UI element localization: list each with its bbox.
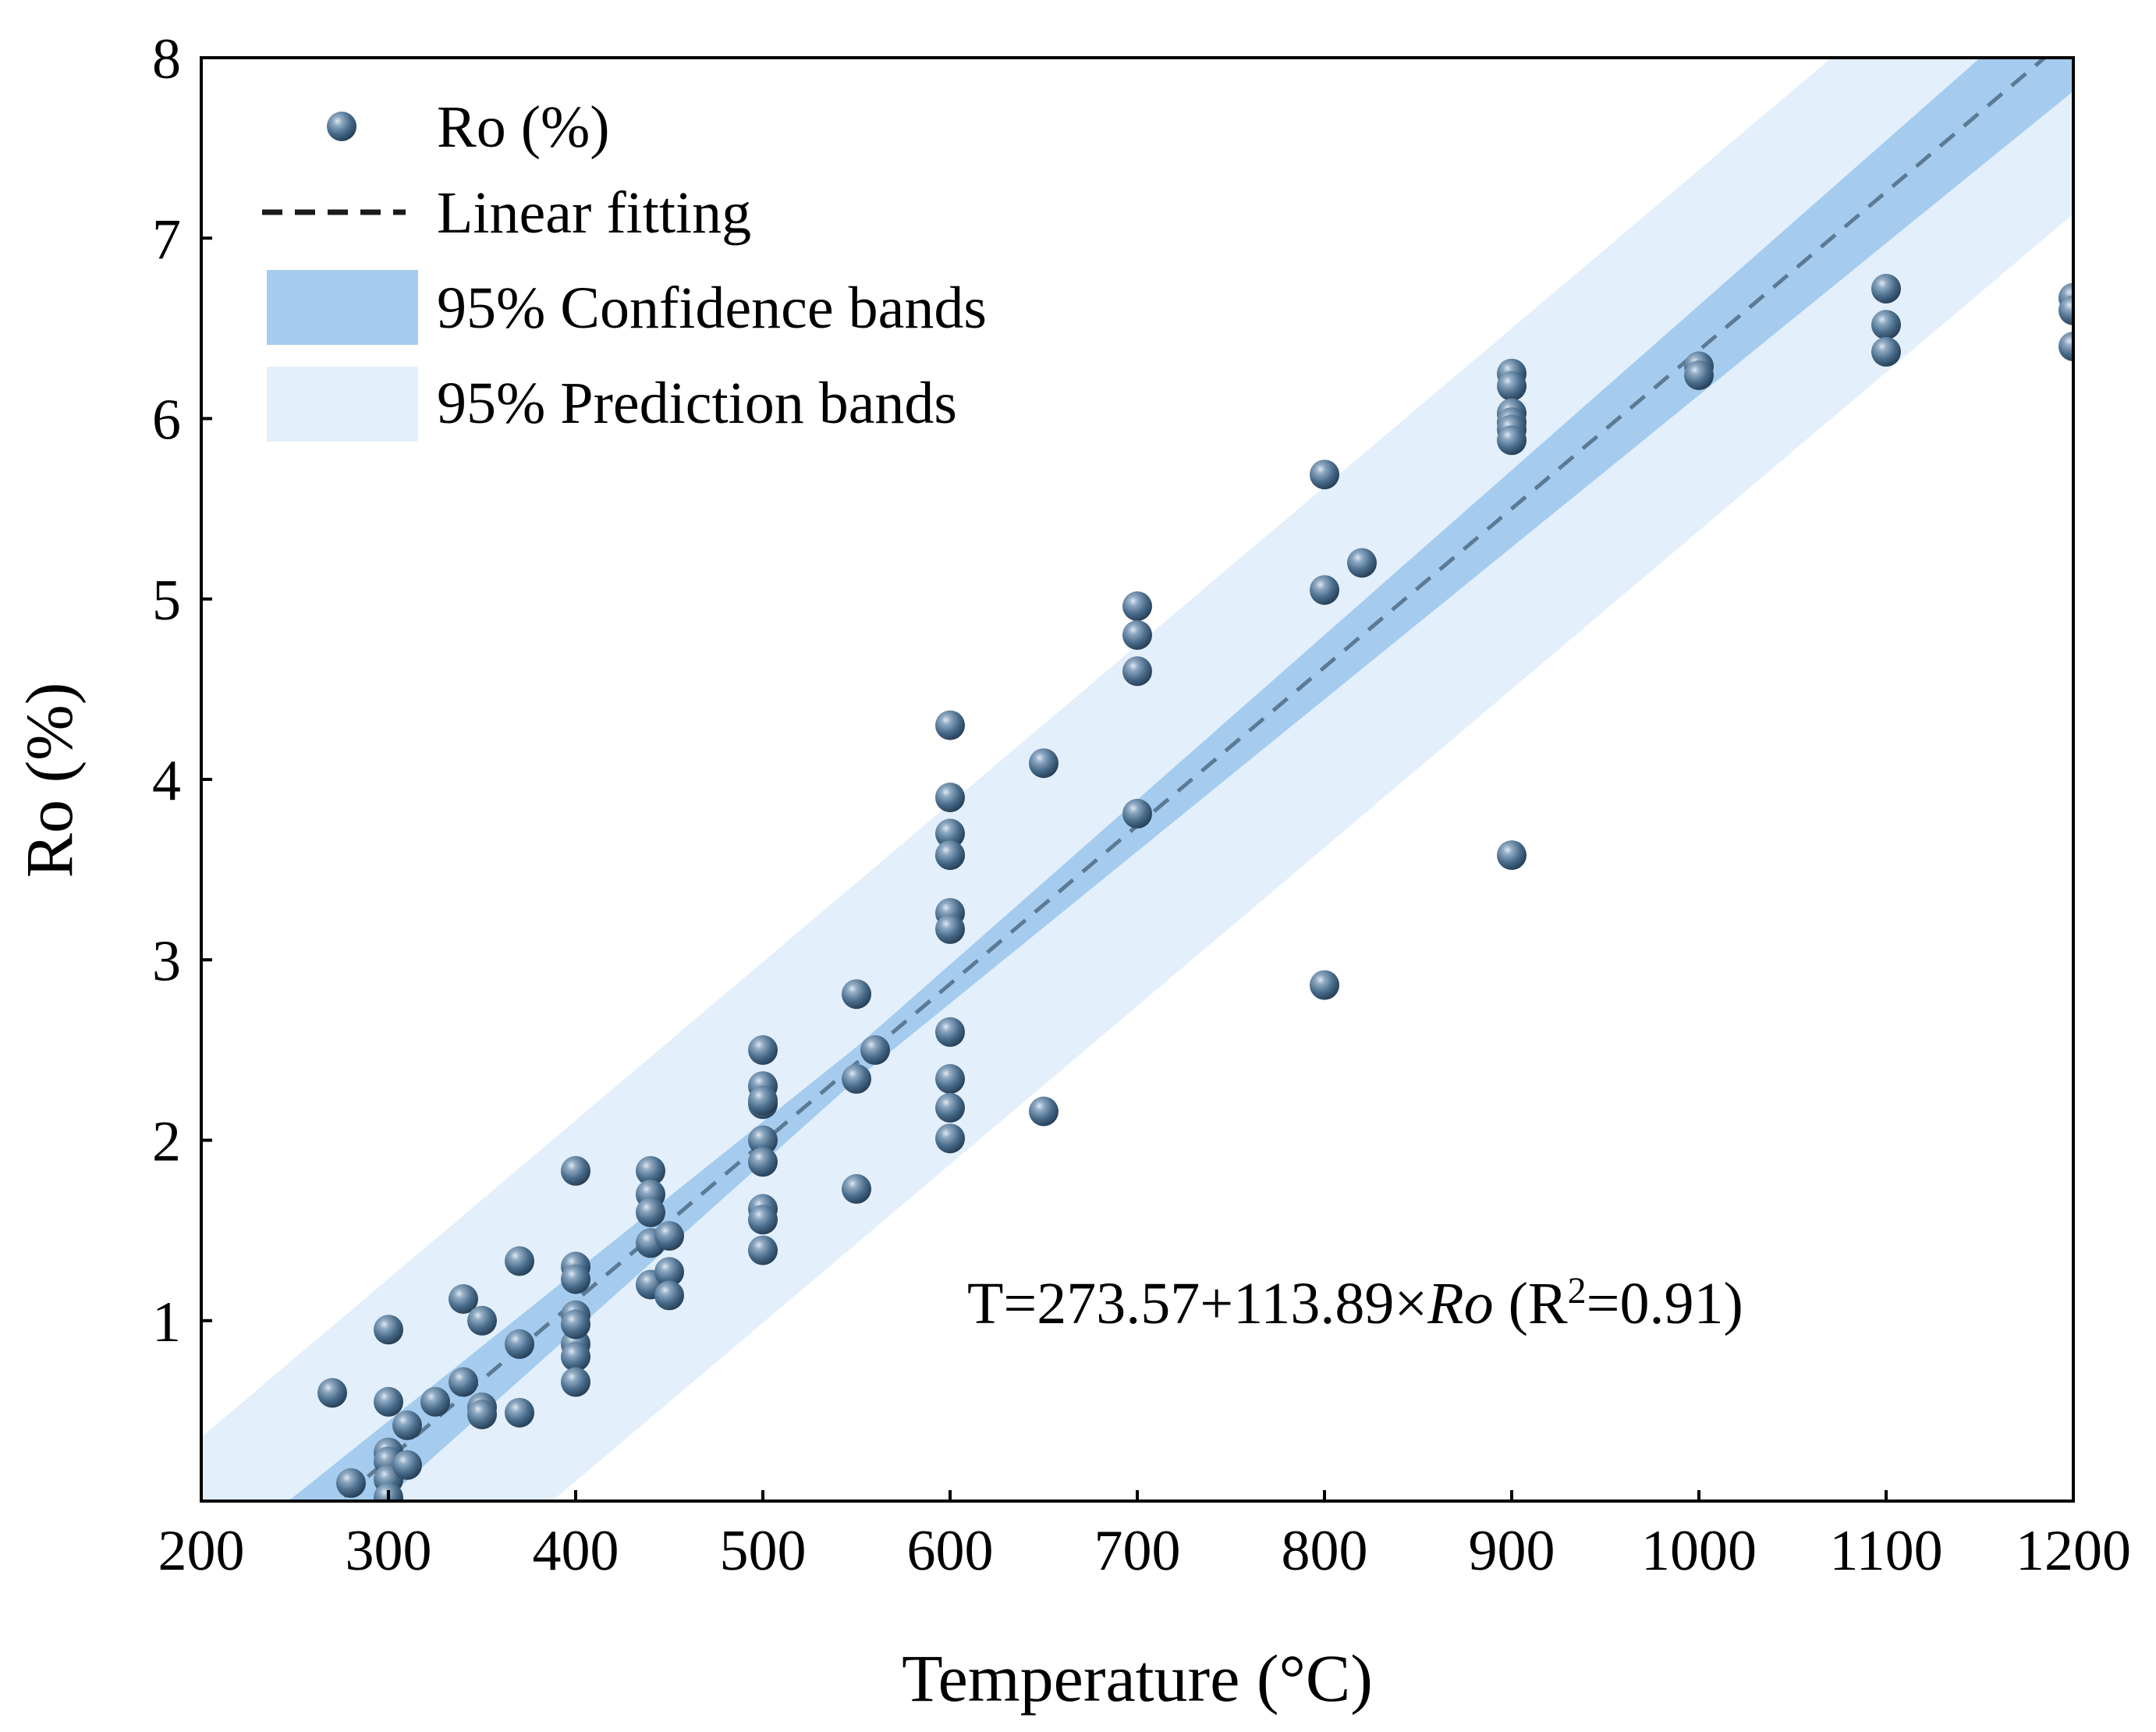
x-tick-label: 1000 bbox=[1641, 1519, 1757, 1583]
legend-label-confidence: 95% Confidence bands bbox=[437, 275, 987, 341]
y-tick-label: 6 bbox=[152, 389, 181, 453]
data-point bbox=[860, 1035, 890, 1065]
data-point bbox=[935, 818, 965, 849]
data-point bbox=[1310, 575, 1339, 605]
data-point bbox=[1029, 1096, 1058, 1127]
x-tick-label: 800 bbox=[1282, 1519, 1368, 1583]
data-point bbox=[1871, 336, 1901, 367]
data-point bbox=[336, 1468, 366, 1498]
data-point bbox=[374, 1386, 403, 1417]
x-tick-label: 500 bbox=[720, 1519, 807, 1583]
data-point bbox=[374, 1315, 403, 1345]
legend-label-ro: Ro (%) bbox=[437, 94, 610, 160]
x-tick-label: 1100 bbox=[1829, 1519, 1942, 1583]
x-tick-label: 600 bbox=[907, 1519, 994, 1583]
data-point bbox=[842, 1063, 871, 1094]
y-tick-label: 4 bbox=[152, 749, 181, 813]
y-tick-label: 2 bbox=[152, 1110, 181, 1174]
data-point bbox=[748, 1085, 778, 1116]
data-point bbox=[561, 1342, 590, 1372]
legend-swatch-confidence bbox=[267, 270, 418, 345]
data-point bbox=[467, 1400, 497, 1429]
data-point bbox=[1122, 620, 1152, 650]
legend-swatch-prediction bbox=[267, 367, 418, 442]
y-tick-label: 1 bbox=[152, 1290, 181, 1354]
y-tick-label: 3 bbox=[152, 929, 181, 993]
data-point bbox=[636, 1155, 665, 1186]
data-point bbox=[1684, 360, 1714, 390]
x-tick-label: 700 bbox=[1094, 1519, 1181, 1583]
data-point bbox=[935, 1092, 965, 1123]
legend-label-fit: Linear fitting bbox=[437, 180, 751, 246]
data-point bbox=[1497, 425, 1527, 456]
data-point bbox=[2058, 295, 2073, 325]
data-point bbox=[1497, 840, 1527, 871]
legend-label-prediction: 95% Prediction bands bbox=[437, 371, 957, 436]
data-point bbox=[1347, 548, 1377, 578]
data-point bbox=[317, 1378, 347, 1408]
y-tick-label: 7 bbox=[152, 208, 181, 272]
legend: Ro (%) Linear fitting 95% Confidence ban… bbox=[262, 94, 987, 442]
data-point bbox=[561, 1367, 590, 1397]
data-point bbox=[561, 1264, 590, 1294]
data-point bbox=[748, 1205, 778, 1235]
data-point bbox=[1871, 274, 1901, 303]
data-point bbox=[654, 1280, 684, 1311]
data-point bbox=[1122, 798, 1152, 829]
x-tick-label: 200 bbox=[158, 1519, 245, 1583]
data-point bbox=[1122, 656, 1152, 687]
confidence-band bbox=[288, 58, 2073, 1501]
data-point bbox=[654, 1257, 684, 1287]
data-point bbox=[935, 1063, 965, 1094]
data-point bbox=[467, 1305, 497, 1336]
data-point bbox=[935, 1123, 965, 1154]
data-points bbox=[317, 274, 2073, 1501]
y-axis-title: Ro (%) bbox=[12, 683, 87, 878]
data-point bbox=[636, 1198, 665, 1227]
data-point bbox=[935, 840, 965, 871]
data-point bbox=[748, 1235, 778, 1265]
data-point bbox=[392, 1410, 422, 1440]
data-point bbox=[748, 1125, 778, 1155]
data-point bbox=[561, 1309, 590, 1340]
plot-area bbox=[201, 58, 2073, 1501]
data-point bbox=[392, 1450, 422, 1480]
data-point bbox=[420, 1386, 450, 1417]
data-point bbox=[935, 914, 965, 944]
data-point bbox=[935, 783, 965, 813]
x-tick-label: 1200 bbox=[2016, 1519, 2131, 1583]
x-tick-label: 900 bbox=[1469, 1519, 1555, 1583]
data-point bbox=[748, 1035, 778, 1065]
y-tick-label: 5 bbox=[152, 569, 181, 633]
data-point bbox=[449, 1367, 478, 1397]
x-axis-title: Temperature (°C) bbox=[902, 1641, 1373, 1716]
data-point bbox=[1029, 748, 1058, 779]
data-point bbox=[1310, 970, 1339, 1000]
data-point bbox=[935, 710, 965, 740]
data-point bbox=[748, 1147, 778, 1177]
data-point bbox=[842, 1173, 871, 1204]
data-point bbox=[449, 1284, 478, 1314]
data-point bbox=[1871, 310, 1901, 340]
x-tick-label: 400 bbox=[533, 1519, 619, 1583]
data-point bbox=[505, 1246, 534, 1276]
data-point bbox=[1310, 460, 1339, 490]
x-tick-label: 300 bbox=[346, 1519, 432, 1583]
y-tick-label: 8 bbox=[152, 27, 181, 91]
data-point bbox=[561, 1155, 590, 1186]
data-point bbox=[2058, 332, 2073, 361]
data-point bbox=[505, 1329, 534, 1359]
data-point bbox=[654, 1221, 684, 1251]
data-point bbox=[1497, 371, 1527, 401]
data-point bbox=[1122, 591, 1152, 621]
axis-ticks: 200 300 400 500 600 700 800 900 1000 1100 1200 1 2 3 4… bbox=[152, 27, 2131, 1583]
data-point bbox=[935, 1017, 965, 1047]
data-point bbox=[505, 1397, 534, 1428]
regression-equation: T=273.57+113.89×Ro (R2=0.91) bbox=[967, 1270, 1743, 1337]
legend-marker-ro bbox=[327, 112, 356, 141]
data-point bbox=[842, 979, 871, 1010]
